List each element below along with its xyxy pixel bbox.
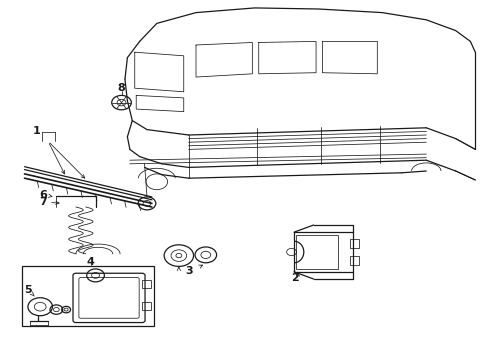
Text: 6: 6 [39, 190, 47, 200]
Text: 5: 5 [24, 285, 32, 295]
Text: 8: 8 [118, 83, 125, 93]
Bar [142, 280, 151, 288]
Bar [22, 266, 154, 326]
Bar [294, 232, 353, 272]
Text: 3: 3 [185, 266, 193, 276]
Bar [350, 256, 359, 265]
Text: 7: 7 [39, 197, 47, 207]
Bar [350, 239, 359, 248]
Text: 2: 2 [291, 273, 299, 283]
Text: 1: 1 [33, 126, 41, 136]
Text: 4: 4 [87, 257, 95, 267]
Bar [142, 302, 151, 310]
Bar [296, 235, 338, 269]
